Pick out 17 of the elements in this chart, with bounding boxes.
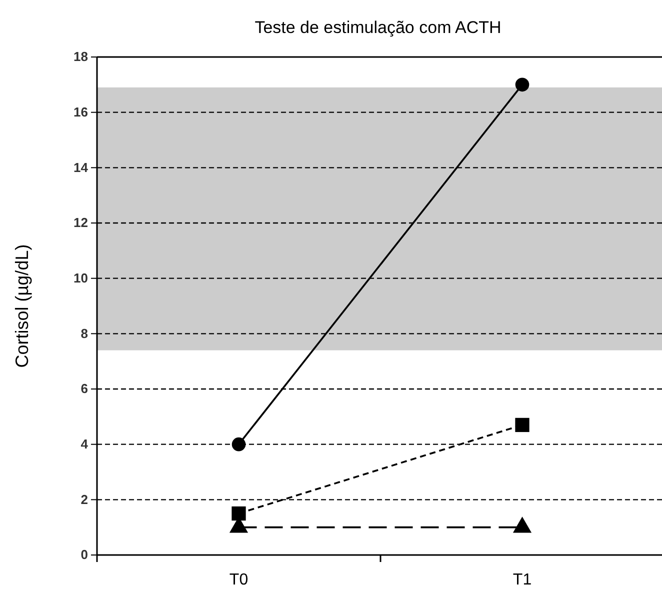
point [515, 78, 530, 92]
y-tick-label: 6 [80, 381, 88, 396]
y-tick-label: 0 [80, 547, 88, 562]
y-tick-label: 18 [74, 49, 88, 64]
y-tick-label: 2 [80, 492, 88, 507]
x-tick-label: T0 [229, 571, 248, 588]
y-tick-label: 4 [80, 436, 89, 452]
y-tick-label: 16 [74, 104, 88, 120]
y-tick-label: 10 [74, 270, 88, 286]
chart-title: Teste de estimulação com ACTH [254, 18, 502, 37]
y-axis-title: Cortisol (µg/dL) [12, 244, 32, 368]
y-tick-label: 8 [80, 326, 88, 341]
point [232, 437, 246, 452]
y-tick-label: 14 [74, 160, 89, 175]
y-tick-label: 12 [74, 215, 88, 230]
x-tick-label: T1 [512, 571, 532, 588]
point [515, 418, 530, 432]
